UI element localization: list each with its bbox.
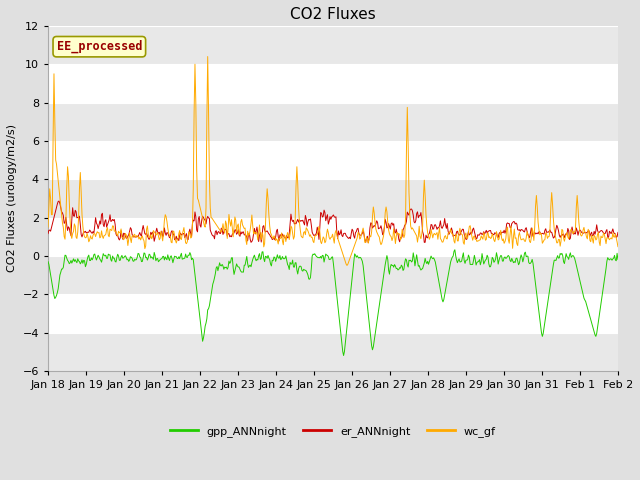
Bar xyxy=(48,333,618,371)
Bar xyxy=(48,103,618,141)
Title: CO2 Fluxes: CO2 Fluxes xyxy=(290,7,376,22)
Y-axis label: CO2 Fluxes (urology/m2/s): CO2 Fluxes (urology/m2/s) xyxy=(7,124,17,272)
Text: EE_processed: EE_processed xyxy=(56,40,142,53)
Bar xyxy=(48,256,618,294)
Bar xyxy=(48,26,618,64)
Legend: gpp_ANNnight, er_ANNnight, wc_gf: gpp_ANNnight, er_ANNnight, wc_gf xyxy=(166,421,500,441)
Bar xyxy=(48,179,618,217)
